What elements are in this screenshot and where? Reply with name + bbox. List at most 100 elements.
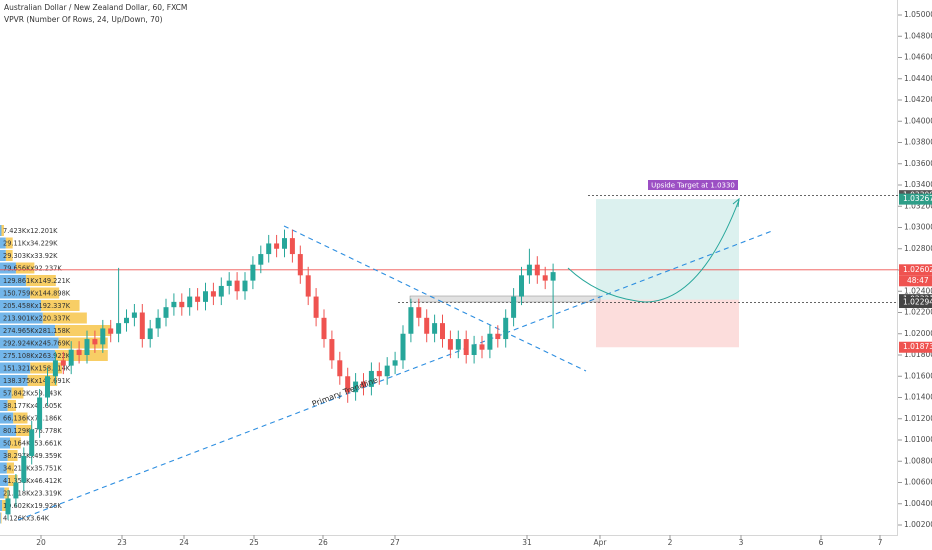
vp-up-bar — [0, 237, 6, 249]
vp-label: 205.458Kx192.337K — [3, 302, 71, 310]
y-tick-label: 1.03800 — [904, 138, 932, 147]
vp-down-bar — [5, 237, 13, 249]
candle-body — [45, 376, 50, 398]
candle-body — [297, 254, 303, 276]
x-tick-label: 24 — [179, 538, 189, 547]
y-tick-label: 1.03200 — [904, 201, 932, 210]
vp-up-bar — [0, 412, 14, 424]
candle-body — [503, 317, 509, 340]
vp-up-bar — [0, 512, 1, 524]
vp-label: 151.321Kx158.714K — [3, 364, 71, 372]
price-tag-label: 1.02602 — [903, 265, 932, 274]
support-zone — [409, 295, 601, 303]
vp-down-bar — [13, 412, 28, 424]
y-tick-label: 1.04200 — [904, 95, 932, 104]
countdown-box — [899, 275, 932, 287]
vp-down-bar — [42, 312, 87, 324]
projection-curve — [567, 199, 740, 303]
vp-up-bar — [0, 350, 56, 361]
candle-body — [345, 376, 351, 393]
vp-label: 21.918Kx23.319K — [3, 489, 62, 497]
vp-down-bar — [30, 287, 60, 299]
candles — [5, 229, 556, 520]
candle-body — [210, 291, 216, 297]
candle-body — [84, 339, 90, 355]
candle-body — [305, 275, 311, 297]
candle-body — [139, 312, 145, 340]
vp-up-bar — [0, 375, 28, 386]
vp-label: 275.108Kx263.922K — [3, 352, 71, 360]
y-tick-label: 1.03600 — [904, 159, 932, 168]
y-tick-label: 1.00600 — [904, 478, 932, 487]
candle-body — [289, 238, 295, 255]
vp-label: 57.842Kx59.243K — [3, 389, 62, 397]
y-tick-label: 1.02800 — [904, 244, 932, 253]
candle-body — [550, 272, 556, 281]
vp-label: 4.126Kx3.64K — [3, 514, 50, 522]
candle-body — [68, 349, 74, 366]
axes: 1.00200 1.00400 1.00600 1.00800 1.01000 1.012… — [36, 10, 932, 547]
candle-body — [155, 317, 161, 329]
y-tick-label: 1.03000 — [904, 223, 932, 232]
candle-body — [487, 333, 493, 350]
candle-body — [218, 285, 224, 297]
vp-label: 29.303Kx33.92K — [3, 252, 58, 260]
vp-up-bar — [0, 437, 11, 449]
candle-body — [60, 360, 66, 366]
x-tick-label: 25 — [249, 538, 259, 547]
candle-body — [447, 339, 453, 350]
vp-down-bar — [16, 425, 32, 436]
vp-down-bar — [5, 250, 13, 261]
chart-title: Australian Dollar / New Zealand Dollar, … — [4, 3, 187, 12]
candle-body — [187, 296, 193, 308]
y-tick-label: 1.01000 — [904, 435, 932, 444]
vp-up-bar — [0, 312, 43, 324]
candle-body — [353, 381, 359, 393]
vp-label: 274.965Kx281.158K — [3, 327, 71, 335]
candle-body — [321, 317, 327, 340]
x-tick-label: 20 — [36, 538, 46, 547]
vp-up-bar — [0, 425, 17, 436]
vp-up-bar — [0, 325, 55, 336]
candle-body — [100, 328, 106, 345]
candle-body — [337, 360, 343, 377]
vp-down-bar — [10, 437, 21, 449]
candle-body — [29, 429, 35, 456]
candle-body — [266, 243, 272, 255]
candle-body — [203, 291, 208, 302]
vp-label: 292.924Kx245.769K — [3, 339, 71, 347]
y-tick-label: 1.01200 — [904, 414, 932, 423]
vp-up-bar — [0, 262, 16, 274]
y-tick-label: 1.04000 — [904, 116, 932, 125]
y-tick-label: 1.02000 — [904, 329, 932, 338]
candle-body — [274, 243, 280, 249]
candle-body — [384, 365, 390, 377]
price-tag — [899, 193, 932, 205]
y-tick-label: 1.00400 — [904, 499, 932, 508]
y-tick-label: 1.05000 — [904, 10, 932, 19]
candle-body — [463, 339, 469, 355]
vp-down-bar — [25, 275, 56, 286]
vp-up-bar — [0, 500, 3, 511]
vp-label: 66.136Kx71.186K — [3, 414, 62, 422]
vp-down-bar — [7, 450, 18, 461]
vp-label: 213.901Kx220.337K — [3, 314, 71, 322]
candle-body — [534, 264, 540, 276]
vp-up-bar — [0, 250, 6, 261]
price-tag — [899, 297, 932, 309]
vp-down-bar — [15, 262, 35, 274]
x-tick-label: 23 — [117, 538, 127, 547]
price-tag-label: 1.03267 — [903, 194, 932, 203]
candle-body — [92, 339, 98, 345]
candle-body — [116, 323, 122, 334]
candle-body — [455, 339, 461, 350]
candle-body — [432, 323, 438, 334]
price-tag — [899, 341, 932, 353]
vp-down-bar — [0, 512, 2, 524]
candle-body — [131, 312, 137, 318]
candle-body — [361, 381, 366, 387]
price-tag-label: 1.02294 — [903, 298, 932, 307]
candle-body — [124, 317, 129, 324]
countdown: 48:47 — [907, 276, 929, 285]
